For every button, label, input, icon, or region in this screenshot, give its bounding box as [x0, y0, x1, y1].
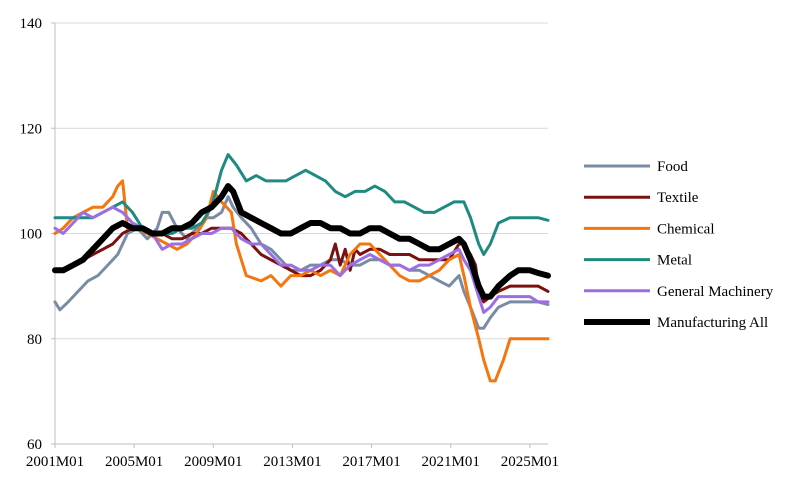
- legend-label-chemical: Chemical: [657, 221, 714, 237]
- y-tick-label: 60: [27, 437, 42, 453]
- series-line-metal: [53, 153, 550, 256]
- series-lines: [52, 153, 551, 383]
- legend-label-metal: Metal: [657, 253, 692, 269]
- y-tick-label: 120: [20, 121, 43, 137]
- legend-label-food: Food: [657, 159, 688, 175]
- series-line-manufacturing-all: [52, 183, 551, 300]
- y-tick-label: 80: [27, 332, 42, 348]
- x-tick-label: 2017M01: [342, 454, 400, 470]
- legend-label-textile: Textile: [657, 190, 699, 206]
- x-tick-label: 2001M01: [26, 454, 84, 470]
- y-tick-label: 100: [20, 227, 43, 243]
- x-tick-label: 2013M01: [263, 454, 321, 470]
- x-tick-label: 2025M01: [501, 454, 559, 470]
- legend-label-general-machinery: General Machinery: [657, 284, 774, 300]
- x-tick-label: 2005M01: [105, 454, 163, 470]
- y-tick-label: 140: [20, 16, 43, 32]
- x-tick-label: 2021M01: [422, 454, 480, 470]
- gridlines: [55, 22, 548, 340]
- axes: 60 80 100 120 140 2001M01 2005M01 2009M01 2013M0…: [20, 16, 560, 470]
- legend: Food Textile Chemical Metal General Machiner…: [584, 159, 774, 331]
- legend-label-manufacturing-all: Manufacturing All: [657, 315, 768, 331]
- x-tick-label: 2009M01: [184, 454, 242, 470]
